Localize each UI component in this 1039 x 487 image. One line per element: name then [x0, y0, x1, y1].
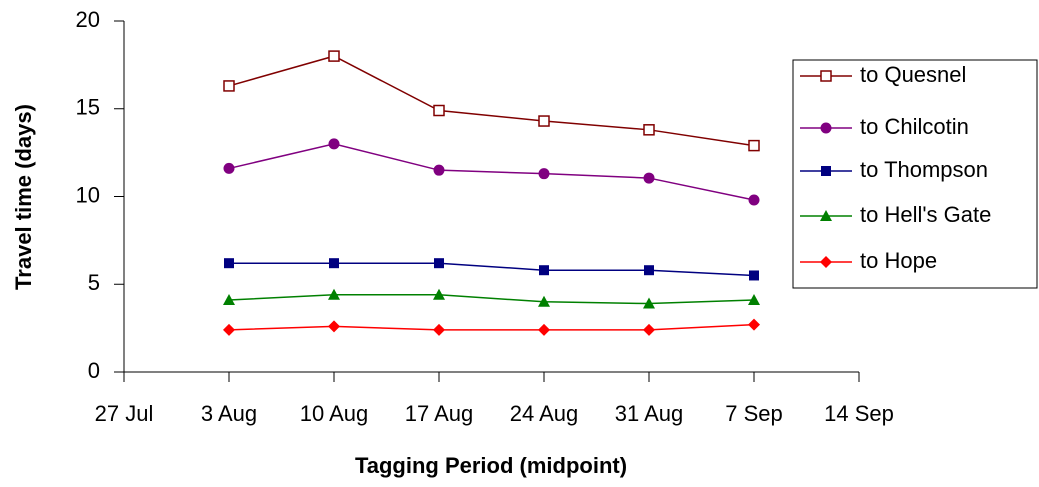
legend-marker [820, 256, 832, 268]
series-line [228, 143, 755, 201]
data-point [223, 323, 235, 336]
data-point [223, 80, 235, 92]
y-tick-label: 5 [88, 270, 100, 295]
data-point [538, 295, 550, 307]
legend-label: to Hope [860, 248, 937, 273]
data-point [748, 294, 760, 306]
data-point [643, 172, 655, 184]
data-point [749, 270, 759, 281]
y-tick-label: 0 [88, 358, 100, 383]
x-tick-label: 27 Jul [95, 401, 154, 426]
legend-marker [820, 70, 832, 82]
data-point [224, 258, 234, 269]
x-tick-label: 14 Sep [824, 401, 894, 426]
data-point [433, 323, 445, 336]
x-tick-label: 17 Aug [405, 401, 474, 426]
y-tick-label: 15 [76, 95, 100, 120]
data-point [329, 258, 339, 269]
data-point [643, 124, 655, 136]
series-line [229, 262, 755, 277]
data-point [433, 288, 445, 300]
data-point [433, 104, 445, 117]
data-point [643, 323, 655, 336]
x-tick-label: 31 Aug [615, 401, 684, 426]
data-point [328, 320, 340, 333]
data-point [748, 194, 760, 206]
data-point [644, 265, 654, 276]
data-point [538, 323, 550, 336]
legend-marker [821, 166, 831, 176]
data-point [643, 297, 655, 309]
x-tick-label: 3 Aug [201, 401, 257, 426]
data-point [434, 258, 444, 269]
data-point [538, 168, 550, 180]
x-tick-label: 7 Sep [725, 401, 783, 426]
legend-label: to Quesnel [860, 62, 966, 87]
data-point [539, 265, 549, 276]
legend-marker [820, 122, 832, 134]
data-point [433, 164, 445, 176]
data-point [748, 139, 760, 152]
data-point [748, 318, 760, 331]
y-tick-label: 10 [76, 182, 100, 207]
data-point [328, 50, 340, 62]
data-point [328, 288, 340, 300]
y-axis-title: Travel time (days) [11, 104, 36, 290]
x-tick-label: 10 Aug [300, 401, 369, 426]
legend-label: to Thompson [860, 157, 988, 182]
x-tick-label: 24 Aug [510, 401, 579, 426]
y-tick-label: 20 [76, 7, 100, 32]
legend-marker [820, 210, 832, 221]
series-line [228, 55, 755, 147]
data-point [328, 138, 340, 150]
data-point [223, 294, 235, 306]
legend-label: to Hell's Gate [860, 202, 991, 227]
series-line [228, 323, 755, 331]
data-point [538, 115, 550, 127]
legend-box [792, 59, 1038, 289]
x-axis-title: Tagging Period (midpoint) [355, 453, 627, 478]
series-line [228, 294, 755, 305]
data-point [223, 162, 235, 174]
legend-label: to Chilcotin [860, 114, 969, 139]
